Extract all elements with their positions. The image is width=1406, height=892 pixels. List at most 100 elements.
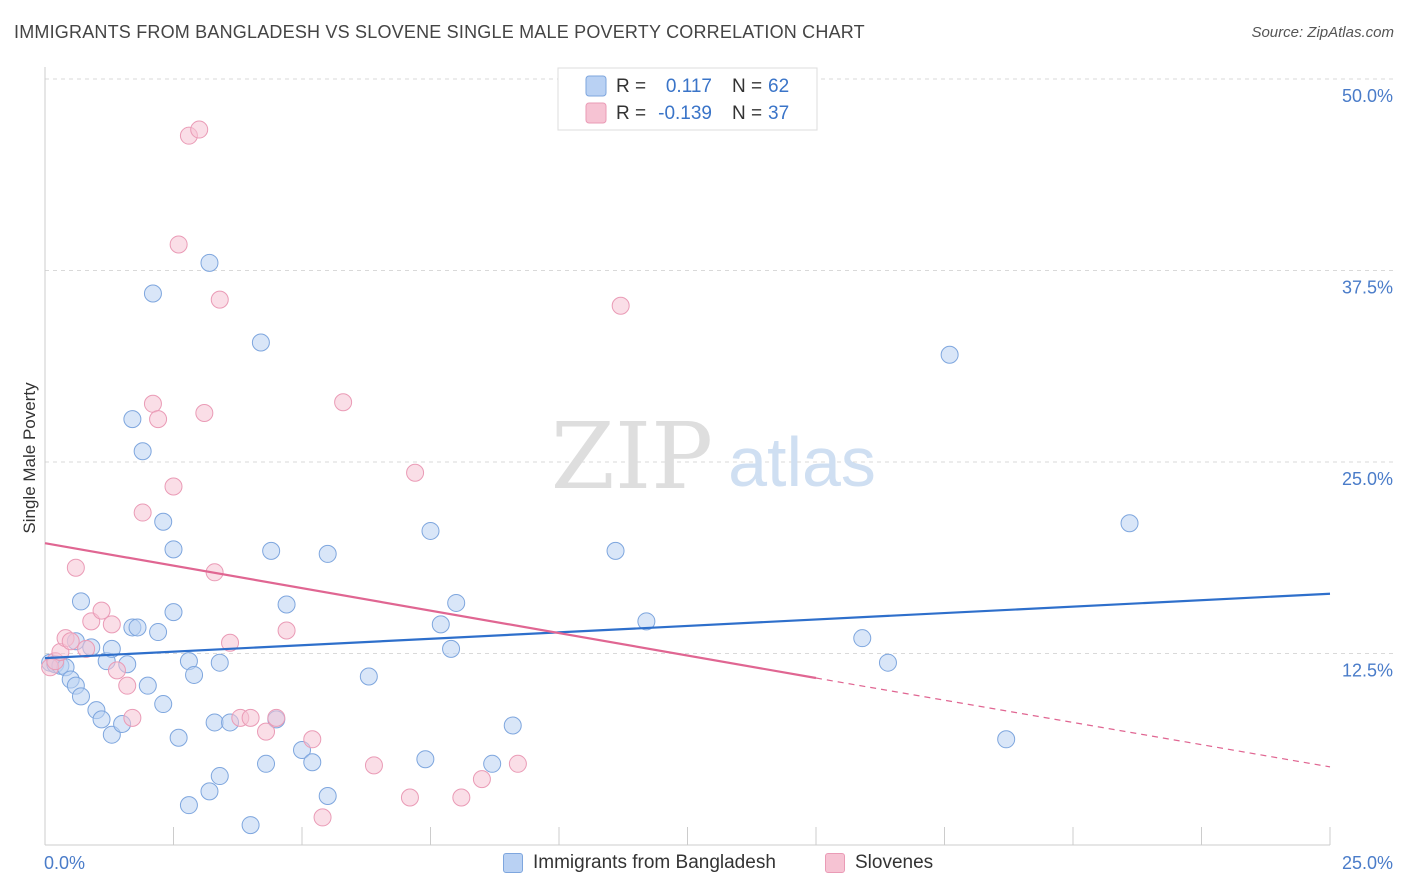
point-slovenes (400, 788, 419, 807)
point-bangladesh (277, 595, 296, 614)
x-tick-label: 25.0% (1342, 853, 1393, 873)
point-bangladesh (164, 540, 183, 559)
point-bangladesh (251, 333, 270, 352)
point-slovenes (190, 120, 209, 139)
point-bangladesh (123, 410, 142, 429)
legend-swatch-blue (585, 75, 607, 97)
point-slovenes (169, 235, 188, 254)
point-slovenes (149, 410, 168, 429)
legend-r-value-2: -0.139 (658, 103, 712, 124)
point-bangladesh (179, 796, 198, 815)
legend-item-bangladesh[interactable]: Immigrants from Bangladesh (503, 852, 776, 874)
point-bangladesh (442, 639, 461, 658)
point-bangladesh (143, 284, 162, 303)
point-bangladesh (164, 603, 183, 622)
point-bangladesh (431, 615, 450, 634)
point-slovenes (118, 676, 137, 695)
point-bangladesh (241, 816, 260, 835)
point-bangladesh (92, 710, 111, 729)
point-slovenes (611, 296, 630, 315)
point-slovenes (107, 661, 126, 680)
point-slovenes (77, 639, 96, 658)
watermark: ZIP atlas (551, 403, 876, 510)
point-bangladesh (128, 618, 147, 637)
point-bangladesh (210, 653, 229, 672)
point-bangladesh (997, 730, 1016, 749)
axes (44, 67, 1331, 846)
point-slovenes (267, 708, 286, 727)
point-slovenes (313, 808, 332, 827)
legend-r-label-2: R = (616, 103, 646, 124)
source-label: Source: ZipAtlas.com (1251, 24, 1394, 41)
chart-title: IMMIGRANTS FROM BANGLADESH VS SLOVENE SI… (14, 22, 865, 42)
data-points (41, 120, 1139, 835)
point-slovenes (472, 770, 491, 789)
legend-r-value-1: 0.117 (666, 76, 712, 97)
point-bangladesh (154, 512, 173, 531)
point-bangladesh (606, 541, 625, 560)
point-slovenes (164, 477, 183, 496)
point-bangladesh (447, 593, 466, 612)
correlation-legend: R = 0.117 N = 62 R = -0.139 N = 37 (557, 67, 818, 131)
point-slovenes (61, 632, 80, 651)
point-slovenes (92, 601, 111, 620)
point-bangladesh (940, 345, 959, 364)
point-bangladesh (169, 728, 188, 747)
point-slovenes (123, 708, 142, 727)
legend-n-value-2: 37 (768, 103, 789, 124)
point-bangladesh (318, 786, 337, 805)
watermark-atlas: atlas (728, 423, 876, 501)
legend-swatch-bangladesh (503, 853, 523, 873)
point-slovenes (66, 558, 85, 577)
point-slovenes (133, 503, 152, 522)
point-slovenes (277, 621, 296, 640)
point-bangladesh (637, 612, 656, 631)
legend-n-value-1: 62 (768, 76, 789, 97)
point-bangladesh (71, 687, 90, 706)
point-slovenes (334, 393, 353, 412)
legend-label-bangladesh: Immigrants from Bangladesh (533, 852, 776, 873)
legend-r-label-1: R = (616, 76, 646, 97)
point-slovenes (364, 756, 383, 775)
point-bangladesh (318, 544, 337, 563)
x-tick-label: 0.0% (44, 853, 85, 873)
point-bangladesh (359, 667, 378, 686)
point-slovenes (102, 615, 121, 634)
point-slovenes (508, 754, 527, 773)
point-bangladesh (303, 753, 322, 772)
point-bangladesh (200, 253, 219, 272)
point-slovenes (257, 722, 276, 741)
tick-labels: 12.5% 25.0% 37.5% 50.0% 0.0% 25.0% (44, 86, 1393, 873)
point-bangladesh (205, 713, 224, 732)
point-bangladesh (503, 716, 522, 735)
point-bangladesh (421, 521, 440, 540)
point-bangladesh (200, 782, 219, 801)
y-axis-label: Single Male Poverty (20, 382, 39, 534)
point-bangladesh (1120, 514, 1139, 533)
y-tick-label: 50.0% (1342, 86, 1393, 106)
watermark-zip: ZIP (551, 403, 713, 510)
point-bangladesh (71, 592, 90, 611)
trend-line-bangladesh (44, 592, 1331, 660)
point-bangladesh (133, 442, 152, 461)
point-slovenes (406, 463, 425, 482)
point-bangladesh (210, 767, 229, 786)
point-bangladesh (102, 639, 121, 658)
point-bangladesh (149, 623, 168, 642)
point-slovenes (210, 290, 229, 309)
point-bangladesh (185, 665, 204, 684)
y-tick-label: 25.0% (1342, 469, 1393, 489)
point-bangladesh (138, 676, 157, 695)
gridlines (45, 78, 1393, 654)
trend-lines (44, 542, 1331, 768)
legend-swatch-pink (585, 102, 607, 124)
point-bangladesh (262, 541, 281, 560)
trend-line-slovenes (44, 542, 817, 680)
point-slovenes (452, 788, 471, 807)
legend-n-label-1: N = (732, 76, 762, 97)
trend-line-slovenes-dashed (815, 677, 1331, 768)
point-slovenes (143, 394, 162, 413)
point-slovenes (195, 403, 214, 422)
point-slovenes (303, 730, 322, 749)
legend-item-slovenes[interactable]: Slovenes (825, 852, 933, 874)
